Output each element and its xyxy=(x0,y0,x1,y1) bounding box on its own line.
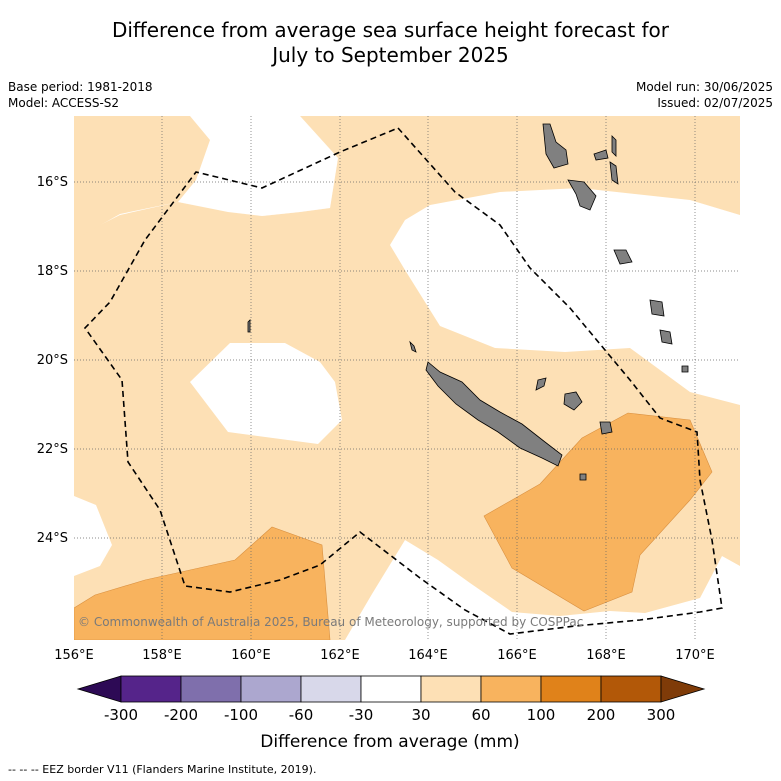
meta-left: Base period: 1981-2018 Model: ACCESS-S2 xyxy=(8,79,153,111)
colorbar-cell xyxy=(420,675,482,703)
graticule xyxy=(74,116,740,640)
colorbar-tick: 100 xyxy=(527,706,556,724)
lon-label: 168°E xyxy=(586,648,626,663)
isle-of-pines xyxy=(579,473,587,481)
colorbar-tick: -60 xyxy=(289,706,314,724)
lat-label: 24°S xyxy=(37,531,68,546)
chart-title: Difference from average sea surface heig… xyxy=(0,18,781,68)
anomaly-60-100-region-southwest xyxy=(74,526,331,640)
espiritu-santo-island xyxy=(542,123,569,169)
meta-right: Model run: 30/06/2025 Issued: 02/07/2025 xyxy=(636,79,773,111)
colorbar-tick: -100 xyxy=(224,706,258,724)
near-average-region-east xyxy=(390,188,740,405)
colorbar-cell xyxy=(600,675,662,703)
colorbar-cell xyxy=(240,675,302,703)
ambae-island xyxy=(593,149,609,161)
new-caledonia-mainland xyxy=(425,361,563,467)
colorbar-ticks: -300 -200 -100 -60 -30 30 60 100 200 300 xyxy=(104,706,675,724)
aneityum-island xyxy=(681,365,689,373)
colorbar-tick: 60 xyxy=(471,706,490,724)
efate-island xyxy=(613,249,633,265)
colorbar-cell xyxy=(360,675,422,703)
colorbar-tick: -300 xyxy=(104,706,138,724)
colorbar-cells xyxy=(76,675,706,703)
colorbar-tick: 200 xyxy=(587,706,616,724)
lon-label: 162°E xyxy=(320,648,360,663)
lat-label: 20°S xyxy=(37,353,68,368)
eez-border xyxy=(83,127,723,635)
colorbar-tick: -200 xyxy=(164,706,198,724)
lifou-island xyxy=(563,391,583,411)
lon-label: 160°E xyxy=(231,648,271,663)
longitude-labels: 156°E 158°E 160°E 162°E 164°E 166°E 168°… xyxy=(54,648,715,663)
pentecost-island xyxy=(609,161,619,185)
lon-label: 156°E xyxy=(54,648,94,663)
colorbar-extend-low xyxy=(76,675,122,703)
lat-label: 22°S xyxy=(37,442,68,457)
ouvea-island xyxy=(535,377,547,391)
anomaly-60-100-region-east xyxy=(483,412,713,612)
near-average-region-sw xyxy=(74,496,112,576)
tanna-island xyxy=(659,329,673,345)
colorbar-title: Difference from average (mm) xyxy=(260,732,519,752)
belep-island xyxy=(409,340,417,353)
lon-label: 170°E xyxy=(675,648,715,663)
copyright-text: © Commonwealth of Australia 2025, Bureau… xyxy=(78,615,583,629)
colorbar-cell xyxy=(180,675,242,703)
issued-date: Issued: 02/07/2025 xyxy=(657,96,773,110)
model-run: Model run: 30/06/2025 xyxy=(635,80,773,94)
lon-label: 166°E xyxy=(497,648,537,663)
colorbar-tick: -30 xyxy=(349,706,374,724)
near-average-region-north-inner xyxy=(178,116,338,216)
malakula-island xyxy=(567,179,597,211)
colorbar-tick: 30 xyxy=(411,706,430,724)
lat-label: 16°S xyxy=(37,175,68,190)
colorbar-cell xyxy=(120,675,182,703)
colorbar: -300 -200 -100 -60 -30 30 60 100 200 300… xyxy=(76,675,706,752)
colorbar-extend-high xyxy=(660,675,706,703)
colorbar-cell xyxy=(480,675,542,703)
erromango-island xyxy=(649,299,665,317)
footnote: -- -- -- EEZ border V11 (Flanders Marine… xyxy=(8,763,317,776)
mare-island xyxy=(599,421,613,435)
title-line-2: July to September 2025 xyxy=(272,43,509,67)
map-area: © Commonwealth of Australia 2025, Bureau… xyxy=(74,116,740,640)
latitude-labels: 16°S 18°S 20°S 22°S 24°S xyxy=(37,175,68,546)
colorbar-cell xyxy=(540,675,602,703)
land-masses xyxy=(247,123,689,481)
near-average-region-central xyxy=(190,343,342,444)
base-period: Base period: 1981-2018 xyxy=(8,80,153,94)
title-line-1: Difference from average sea surface heig… xyxy=(111,18,670,42)
lon-label: 158°E xyxy=(142,648,182,663)
lon-label: 164°E xyxy=(408,648,448,663)
chesterfield-islet xyxy=(247,319,251,333)
colorbar-cell xyxy=(300,675,362,703)
near-average-region-south xyxy=(345,540,740,640)
maewo-island xyxy=(611,135,617,157)
model-name: Model: ACCESS-S2 xyxy=(8,96,120,110)
colorbar-tick: 300 xyxy=(647,706,676,724)
lat-label: 18°S xyxy=(37,264,68,279)
